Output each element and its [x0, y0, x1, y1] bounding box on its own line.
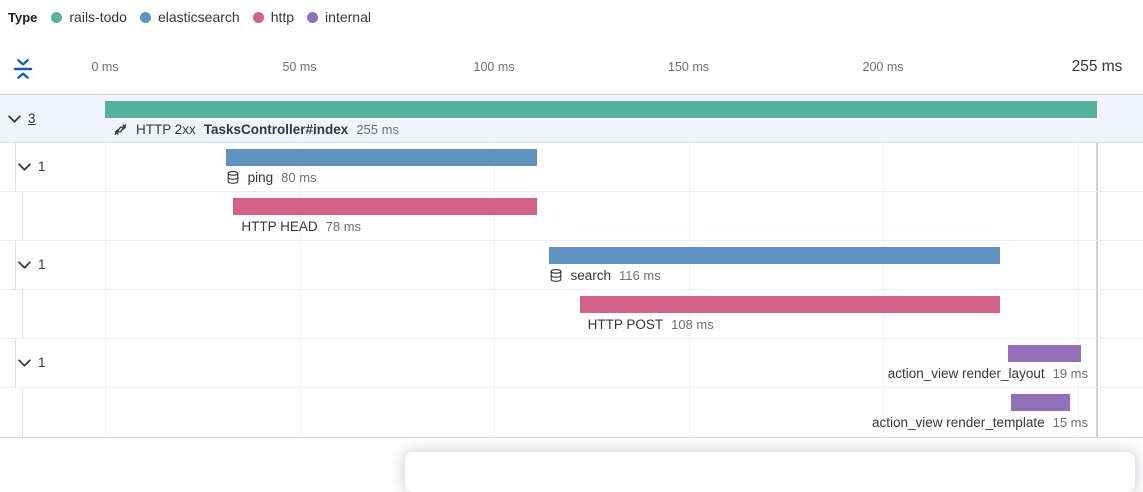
span-label: ping 80 ms — [226, 168, 317, 186]
span-label: action_view render_layout 19 ms — [888, 364, 1088, 382]
accordion-toggle-button[interactable]: 3 — [8, 95, 36, 142]
span-name: TasksController#index — [203, 121, 349, 137]
span-bar[interactable] — [1007, 345, 1082, 362]
span-duration: 78 ms — [325, 218, 362, 234]
accordion-indent-border — [22, 192, 23, 241]
span-duration: 19 ms — [1052, 365, 1088, 381]
legend-item-elasticsearch: elasticsearch — [139, 9, 240, 25]
gridline — [1078, 94, 1079, 437]
span-duration: 108 ms — [671, 316, 714, 332]
gridline — [883, 94, 884, 437]
accordion-indent-border — [15, 339, 16, 388]
children-count[interactable]: 3 — [28, 110, 36, 126]
waterfall: 3 HTTP 2xx TasksController#index 255 ms 1 pin… — [0, 94, 1143, 438]
transaction-result: HTTP 2xx — [136, 121, 196, 137]
accordion-toggle-button[interactable]: 1 — [18, 143, 46, 191]
transaction-bar[interactable] — [105, 101, 1097, 118]
legend-dot-icon — [252, 11, 264, 23]
axis-tick-label: 50 ms — [282, 60, 317, 74]
span-row[interactable]: action_view render_template 15 ms — [0, 388, 1143, 438]
chevron-down-icon — [8, 114, 21, 123]
span-label: HTTP POST 108 ms — [588, 315, 714, 333]
gridline — [300, 94, 301, 437]
span-name: action_view render_layout — [887, 365, 1045, 381]
span-bar[interactable] — [1011, 394, 1070, 411]
legend-dot-icon — [51, 11, 63, 23]
span-bar[interactable] — [225, 149, 537, 166]
children-count: 1 — [38, 257, 46, 273]
accordion-indent-border — [22, 290, 23, 339]
span-bar[interactable] — [548, 247, 1000, 264]
accordion-indent-border — [15, 143, 16, 192]
gridline — [689, 94, 690, 437]
accordion-indent-border — [15, 241, 16, 290]
accordion-indent-border — [22, 388, 23, 438]
database-icon — [226, 170, 240, 185]
axis-tick-label: 200 ms — [862, 60, 904, 74]
legend-item-label: internal — [325, 9, 371, 25]
span-duration: 116 ms — [619, 267, 661, 283]
chevron-down-icon — [18, 163, 31, 171]
legend-item-internal: internal — [307, 9, 371, 25]
cutoff-popover-shadow — [405, 452, 1135, 492]
axis-end-label: 255 ms — [1071, 58, 1123, 75]
children-count: 1 — [38, 159, 46, 175]
time-axis: 255 ms 0 ms 50 ms 100 ms 150 ms 200 ms — [0, 45, 1143, 94]
database-icon — [549, 268, 563, 283]
legend-dot-icon — [139, 11, 151, 23]
span-label: action_view render_template 15 ms — [872, 413, 1088, 431]
span-row[interactable]: HTTP HEAD 78 ms — [0, 192, 1143, 241]
legend-dot-icon — [307, 11, 319, 23]
accordion-toggle-button[interactable]: 1 — [18, 339, 46, 387]
span-label: HTTP HEAD 78 ms — [241, 217, 361, 235]
span-label: search 116 ms — [549, 266, 661, 284]
gridline — [105, 94, 106, 437]
legend-item-label: elasticsearch — [157, 9, 240, 25]
legend-title: Type — [8, 9, 38, 25]
legend-item-label: http — [270, 9, 295, 25]
span-duration: 15 ms — [1052, 414, 1088, 430]
axis-tick-label: 100 ms — [473, 60, 515, 74]
span-name: HTTP POST — [587, 316, 664, 332]
gridline — [494, 94, 495, 437]
span-name: search — [570, 267, 612, 283]
span-row[interactable]: 1 action_view render_layout 19 ms — [0, 339, 1143, 388]
trace-end-line — [1096, 143, 1098, 437]
span-row[interactable]: 1 search 116 ms — [0, 241, 1143, 290]
chevron-down-icon — [18, 359, 31, 367]
transaction-row[interactable]: 3 HTTP 2xx TasksController#index 255 ms — [0, 94, 1143, 143]
legend-item-http: http — [252, 9, 295, 25]
axis-tick-label: 0 ms — [91, 60, 119, 74]
span-duration: 80 ms — [281, 169, 317, 185]
collapse-all-button[interactable] — [12, 58, 34, 80]
axis-tick-label: 150 ms — [668, 60, 710, 74]
span-row[interactable]: HTTP POST 108 ms — [0, 290, 1143, 339]
fold-icon — [12, 58, 34, 80]
span-row[interactable]: 1 ping 80 ms — [0, 143, 1143, 192]
merge-icon — [113, 122, 128, 137]
span-name: ping — [247, 169, 274, 185]
legend-item-rails-todo: rails-todo — [51, 9, 127, 25]
span-name: HTTP HEAD — [241, 218, 318, 234]
span-name: action_view render_template — [871, 414, 1045, 430]
span-bar[interactable] — [233, 198, 537, 215]
chevron-down-icon — [18, 261, 31, 269]
span-duration: 255 ms — [356, 121, 399, 137]
span-bar[interactable] — [579, 296, 1000, 313]
span-label: HTTP 2xx TasksController#index 255 ms — [113, 120, 399, 138]
type-legend: Type rails-todo elasticsearch http internal — [8, 9, 384, 25]
legend-item-label: rails-todo — [69, 9, 127, 25]
accordion-toggle-button[interactable]: 1 — [18, 241, 46, 289]
children-count: 1 — [38, 355, 46, 371]
